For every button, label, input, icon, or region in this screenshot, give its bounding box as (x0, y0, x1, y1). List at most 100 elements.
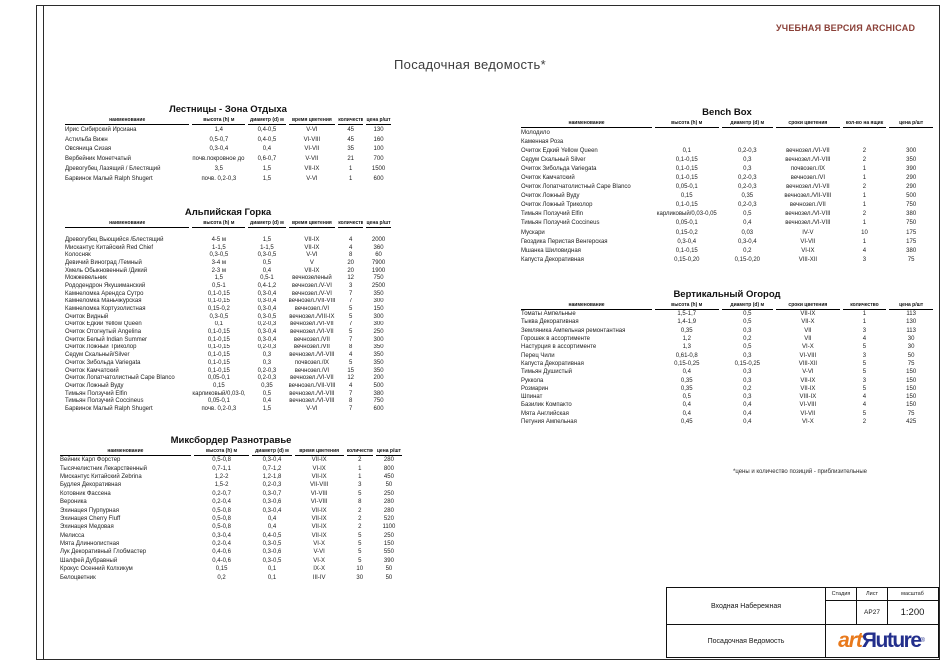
cell-value: 0,3 (743, 156, 752, 163)
plant-name: Седум Скальный Silver (521, 156, 586, 163)
cell-value: вечнозел./VII-VIII (288, 382, 336, 389)
cell-value: 45 (347, 136, 354, 143)
table-row: Очиток Ложный Триколор 0,1-0,15 0,2-0,3 веч… (521, 201, 933, 210)
cell-value: 150 (906, 377, 917, 384)
cell-value: 350 (906, 156, 917, 163)
plant-name: Вейник Карл Форстер (60, 457, 121, 464)
table-row: Тимьян Ползучий Elfin карликовый/0,03-0,0… (65, 390, 391, 398)
cell-value: 360 (373, 244, 384, 251)
cell-value: VII-IX (311, 507, 327, 514)
cell-value: VI-X (802, 344, 814, 351)
cell-value: VII-X (801, 319, 815, 326)
plant-name: Настурция в ассортименте (521, 344, 597, 351)
plant-name: Колосняк (65, 252, 91, 259)
cell-value: 150 (906, 394, 917, 401)
table-row: Эхинацея Пурпурная 0,5-0,8 0,3-0,4 VII-IX 2 2… (60, 506, 402, 514)
table-row: Вербейник Монетчатый почв.покровное до 1,… (65, 154, 391, 164)
cell-value: 2000 (371, 236, 386, 243)
cell-value: 0,5-1 (260, 275, 274, 282)
cell-value: 0,15 (680, 193, 693, 200)
logo-art-text: art (838, 629, 863, 652)
table-row: Капуста Декоративная 0,15-0,25 0,15-0,25 VI… (521, 360, 933, 368)
cell-value: 20 (347, 259, 354, 266)
cell-value: 0,2-0,4 (212, 541, 231, 548)
cell-value: 1 (862, 319, 867, 326)
cell-value: почв.покровное до 1,2 (192, 156, 245, 163)
cell-value: VII-IX (800, 311, 816, 318)
cell-value: 750 (373, 275, 384, 282)
educational-version-watermark: УЧЕБНАЯ ВЕРСИЯ ARCHICAD (776, 23, 916, 33)
table-row: Седум Скальный Silver 0,1-0,15 0,3 вечнозел… (521, 155, 933, 164)
cell-value (655, 128, 719, 137)
cell-value: 175 (906, 229, 917, 236)
plant-name: Очиток Лопатчатолистный Cape Blanco (521, 184, 631, 191)
table-row: Очиток Ложный Вуду 0,15 0,35 вечнозел./VII-… (65, 382, 391, 390)
plant-name: Белоцветник (60, 574, 96, 581)
plant-name: Хмель Обыкновенный /Дикий (65, 267, 148, 274)
plant-name: Гвоздика Перистая Венгерская (521, 238, 608, 245)
cell-value: почв. 0,2-0,3 (201, 405, 237, 412)
column-header: количество (346, 448, 373, 456)
cell-value: 0,2 (743, 385, 752, 392)
cell-value: 0,3-0,4 (677, 238, 697, 245)
table-row: Мелисса 0,3-0,4 0,4-0,5 VII-IX 5 250 (60, 532, 402, 540)
cell-value: 0,4 (682, 402, 691, 409)
cell-value: 0,4 (743, 410, 752, 417)
cell-value: 4 (348, 382, 353, 389)
cell-value: 130 (373, 126, 384, 133)
table-row: Молодило (521, 128, 933, 137)
cell-value: 75 (907, 410, 915, 417)
titleblock-divider (825, 600, 938, 601)
plant-name: Древогубец Вьющийся /Блестящий (65, 236, 164, 243)
cell-value: 0,4-0,5 (262, 532, 282, 539)
cell-value: 0,35 (741, 193, 754, 200)
cell-value: 1 (348, 166, 353, 173)
table-row: Можжевельник 1,5 0,5-1 вечнозеленый 12 750 (65, 274, 391, 282)
plant-name: Мшанка Шиловидная (521, 247, 581, 254)
cell-value: 0,2-0,3 (257, 344, 277, 351)
cell-value: 2 (862, 211, 867, 218)
cell-value: 0,15-0,2 (207, 306, 230, 313)
cell-value: VI-X (313, 557, 325, 564)
table-row: Седум Скальный/Silver 0,1-0,15 0,3 вечнозел… (65, 351, 391, 359)
plant-name: Тимьян Ползучий Elfin (521, 211, 584, 218)
cell-value: 1 (358, 465, 362, 472)
cell-value: 0,2 (743, 336, 752, 343)
cell-value (655, 137, 719, 146)
plant-name: Мискантус Китайский Zebrina (60, 473, 142, 480)
table-row: Руккола 0,35 0,3 VII-IX 3 150 (521, 376, 933, 384)
cell-value: 0,5 (743, 319, 752, 326)
cell-value: 3,5 (214, 166, 223, 173)
table-row: Астильба Вижн 0,5-0,7 0,4-0,5 VI-VIII 45 160 (65, 135, 391, 145)
cell-value: VII (804, 336, 812, 343)
cell-value: 5 (862, 385, 867, 392)
cell-value: 0,3-0,7 (262, 490, 282, 497)
plant-name: Тимьян Душистый (521, 369, 573, 376)
logo-future-text: Яuture (861, 629, 922, 652)
table-title: Вертикальный Огород (673, 289, 781, 300)
table-row: Мята Длиннолистная 0,2-0,4 0,3-0,5 VI-X 5 150 (60, 540, 402, 548)
plant-name: Мускари (521, 229, 545, 236)
scale-label: масштаб (901, 591, 924, 597)
cell-value: 1100 (382, 524, 396, 531)
cell-value: 350 (373, 352, 384, 359)
cell-value: V-VI (306, 252, 318, 259)
cell-value: 113 (906, 327, 916, 334)
table-row: Вероника 0,2-0,4 0,3-0,6 VI-VIII 8 280 (60, 498, 402, 506)
cell-value: 0,1-0,15 (675, 156, 698, 163)
table-row: Крокус Осенний Колхикум 0,15 0,1 IX-X 10 50 (60, 565, 402, 573)
cell-value: 0,3 (262, 359, 272, 366)
cell-value: 0,5-0,8 (212, 457, 231, 464)
cell-value: 2 (358, 515, 362, 522)
table-row: Тыква Декоративная 1,4-1,9 0,5 VII-X 1 130 (521, 318, 933, 326)
cell-value: 3 (862, 352, 867, 359)
cell-value: 0,05-0,1 (675, 220, 698, 227)
cell-value: 0,4 (262, 398, 272, 405)
plant-name: Астильба Вижн (65, 136, 108, 143)
cell-value: 0,2-0,7 (212, 490, 231, 497)
cell-value: 0,15 (215, 566, 228, 573)
table-row: Очиток Ложный Триколор 0,1-0,15 0,2-0,3 веч… (65, 344, 391, 352)
plant-name: Очиток Лопатчатолистный Cape Blanco (65, 375, 175, 382)
cell-value: 175 (906, 238, 917, 245)
